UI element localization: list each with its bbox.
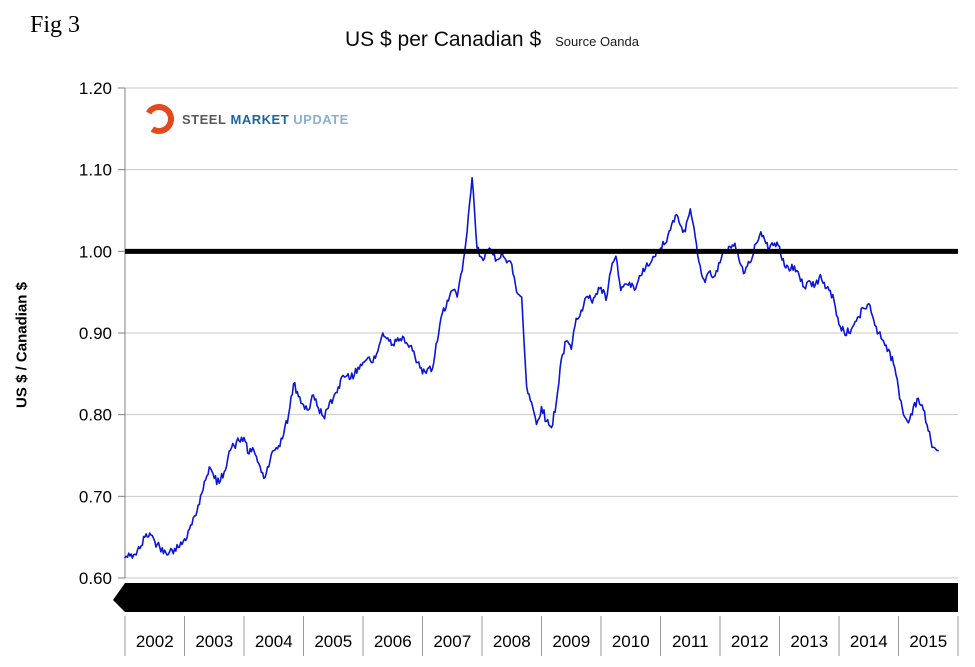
x-year-label: 2006 <box>374 632 412 651</box>
chart-source: Source Oanda <box>555 34 639 49</box>
x-year-label: 2005 <box>314 632 352 651</box>
y-tick-label: 0.90 <box>79 324 112 343</box>
x-year-label: 2012 <box>731 632 769 651</box>
x-year-label: 2008 <box>493 632 531 651</box>
x-year-label: 2015 <box>909 632 947 651</box>
x-year-label: 2002 <box>136 632 174 651</box>
x-year-label: 2007 <box>433 632 471 651</box>
y-tick-label: 1.20 <box>79 79 112 98</box>
x-axis-band-notch <box>113 583 125 612</box>
x-year-label: 2011 <box>672 632 709 651</box>
logo-text: STEEL MARKET UPDATE <box>182 112 349 127</box>
logo-word-steel: STEEL <box>182 111 227 127</box>
y-tick-label: 0.70 <box>79 487 112 506</box>
x-year-label: 2010 <box>612 632 650 651</box>
steel-market-update-logo: STEEL MARKET UPDATE <box>142 102 349 136</box>
y-tick-label: 0.60 <box>79 569 112 588</box>
chart-header: US $ per Canadian $ Source Oanda <box>345 28 639 52</box>
x-year-label: 2013 <box>790 632 828 651</box>
y-tick-label: 1.10 <box>79 161 112 180</box>
x-year-label: 2004 <box>255 632 293 651</box>
chart-title: US $ per Canadian $ <box>345 28 542 51</box>
exchange-rate-line <box>124 177 940 559</box>
y-tick-label: 0.80 <box>79 406 112 425</box>
y-tick-label: 1.00 <box>79 242 112 261</box>
x-axis-band <box>125 583 958 612</box>
logo-word-market: MARKET <box>230 111 290 127</box>
x-year-label: 2009 <box>552 632 590 651</box>
figure-label: Fig 3 <box>30 12 81 38</box>
x-year-label: 2003 <box>195 632 233 651</box>
logo-word-update: UPDATE <box>293 111 349 127</box>
x-year-label: 2014 <box>850 632 888 651</box>
logo-arc-icon <box>144 104 175 134</box>
